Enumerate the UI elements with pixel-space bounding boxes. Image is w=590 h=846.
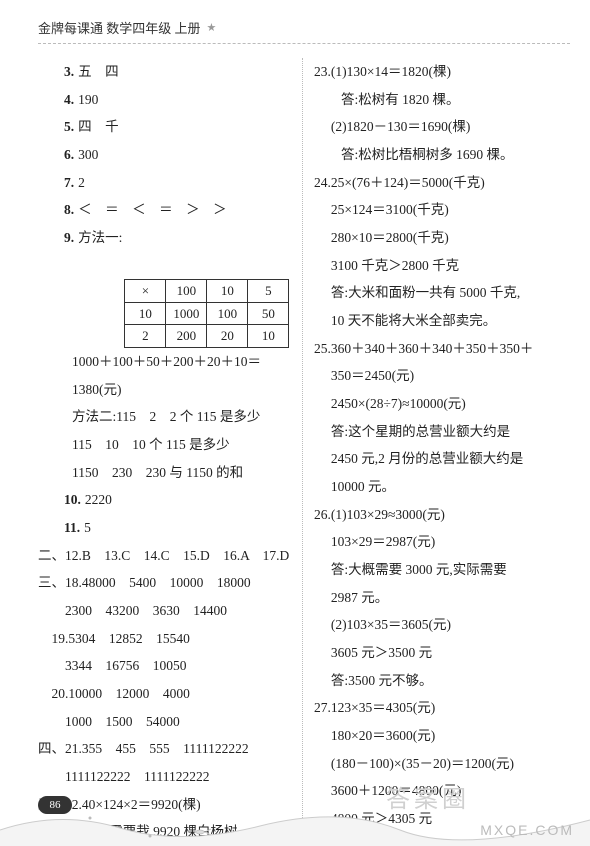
q7: 7.2 (38, 169, 292, 197)
section-4-line2: 1111122222 1111122222 (38, 763, 292, 791)
q25-line1: 25.360＋340＋360＋340＋350＋350＋ (314, 335, 570, 363)
q11: 11.5 (38, 514, 292, 542)
section-3-line3: 19.5304 12852 15540 (38, 625, 292, 653)
section-3-line4: 3344 16756 10050 (38, 652, 292, 680)
q24-line1: 24.25×(76＋124)＝5000(千克) (314, 169, 570, 197)
section-3-line5: 20.10000 12000 4000 (38, 680, 292, 708)
q25-line6: 10000 元。 (314, 473, 570, 501)
q24-line3: 280×10＝2800(千克) (314, 224, 570, 252)
star-icon: ★ (207, 21, 217, 34)
q9-method2-line3: 1150 230 230 与 1150 的和 (38, 459, 292, 487)
q9-sum-line1: 1000＋100＋50＋200＋20＋10＝ (38, 348, 292, 376)
page: 金牌每课通 数学四年级 上册 ★ 3.五 四 4.190 5.四 千 6.300… (0, 0, 590, 846)
q26-line3: 答:大概需要 3000 元,实际需要 (314, 556, 570, 584)
q26-line7: 答:3500 元不够。 (314, 667, 570, 695)
q10: 10.2220 (38, 486, 292, 514)
section-3-line6: 1000 1500 54000 (38, 708, 292, 736)
multiplication-table: × 100 10 5 10 1000 100 50 2 200 20 (124, 224, 289, 348)
column-divider (302, 58, 304, 846)
q6: 6.300 (38, 141, 292, 169)
right-column: 23.(1)130×14＝1820(棵) 答:松树有 1820 棵。 (2)18… (314, 58, 570, 846)
q23-line2: 答:松树有 1820 棵。 (314, 86, 570, 114)
q8: 8.＜ ＝ ＜ ＝ ＞ ＞ (38, 196, 292, 224)
table-row: 10 1000 100 50 (125, 302, 289, 325)
content-columns: 3.五 四 4.190 5.四 千 6.300 7.2 8.＜ ＝ ＜ ＝ ＞ … (38, 58, 570, 846)
section-5-line1: 五、22.40×124×2＝9920(棵) (38, 791, 292, 819)
q26-line6: 3605 元＞3500 元 (314, 639, 570, 667)
q5: 5.四 千 (38, 113, 292, 141)
q9: 9.方法一: × 100 10 5 10 1000 100 50 (38, 224, 292, 348)
q27-line3: (180－100)×(35－20)＝1200(元) (314, 750, 570, 778)
q27-line1: 27.123×35＝4305(元) (314, 694, 570, 722)
q23-line1: 23.(1)130×14＝1820(棵) (314, 58, 570, 86)
q24-line5: 答:大米和面粉一共有 5000 千克, (314, 279, 570, 307)
q23-line4: 答:松树比梧桐树多 1690 棵。 (314, 141, 570, 169)
q24-line4: 3100 千克＞2800 千克 (314, 252, 570, 280)
table-row: 2 200 20 10 (125, 325, 289, 348)
q25-line2: 350＝2450(元) (314, 362, 570, 390)
q3: 3.五 四 (38, 58, 292, 86)
q4: 4.190 (38, 86, 292, 114)
q24-line6: 10 天不能将大米全部卖完。 (314, 307, 570, 335)
page-number: 86 (38, 796, 72, 814)
left-column: 3.五 四 4.190 5.四 千 6.300 7.2 8.＜ ＝ ＜ ＝ ＞ … (38, 58, 292, 846)
watermark-url: MXQE.COM (480, 822, 574, 838)
page-header: 金牌每课通 数学四年级 上册 ★ (38, 18, 570, 44)
q27-line2: 180×20＝3600(元) (314, 722, 570, 750)
q9-method2-line1: 方法二:115 2 2 个 115 是多少 (38, 403, 292, 431)
q25-line5: 2450 元,2 月份的总营业额大约是 (314, 445, 570, 473)
section-4-line1: 四、21.355 455 555 1111122222 (38, 735, 292, 763)
table-row: × 100 10 5 (125, 280, 289, 303)
watermark-brand: 答案圈 (386, 779, 470, 814)
book-title: 金牌每课通 数学四年级 上册 (38, 18, 201, 37)
section-2: 二、12.B 13.C 14.C 15.D 16.A 17.D (38, 542, 292, 570)
q23-line3: (2)1820－130＝1690(棵) (314, 113, 570, 141)
q26-line2: 103×29＝2987(元) (314, 528, 570, 556)
q26-line4: 2987 元。 (314, 584, 570, 612)
section-5-line2: 答:一共需要栽 9920 棵白杨树。 (38, 818, 292, 846)
q25-line3: 2450×(28÷7)≈10000(元) (314, 390, 570, 418)
q9-sum-line2: 1380(元) (38, 376, 292, 404)
q26-line1: 26.(1)103×29≈3000(元) (314, 501, 570, 529)
q26-line5: (2)103×35＝3605(元) (314, 611, 570, 639)
section-3-line1: 三、18.48000 5400 10000 18000 (38, 569, 292, 597)
q25-line4: 答:这个星期的总营业额大约是 (314, 418, 570, 446)
q9-method2-line2: 115 10 10 个 115 是多少 (38, 431, 292, 459)
section-3-line2: 2300 43200 3630 14400 (38, 597, 292, 625)
q24-line2: 25×124＝3100(千克) (314, 196, 570, 224)
